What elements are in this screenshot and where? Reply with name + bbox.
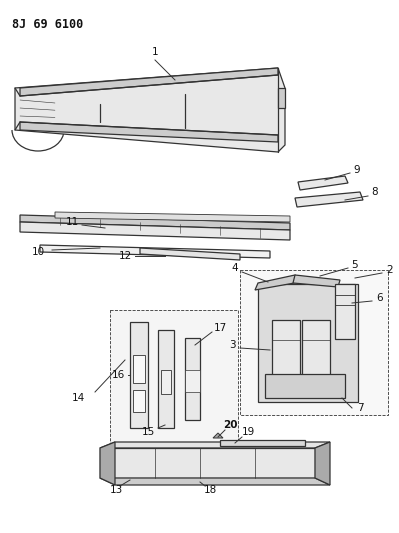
Text: 9: 9 xyxy=(354,165,360,175)
Polygon shape xyxy=(100,442,115,485)
Polygon shape xyxy=(295,192,363,207)
Text: 4: 4 xyxy=(232,263,238,273)
Polygon shape xyxy=(278,88,285,108)
Polygon shape xyxy=(40,245,270,258)
Polygon shape xyxy=(55,212,290,222)
Polygon shape xyxy=(293,275,340,287)
Text: 20: 20 xyxy=(223,420,237,430)
Circle shape xyxy=(159,321,167,329)
Text: 17: 17 xyxy=(213,323,227,333)
Text: 2: 2 xyxy=(387,265,393,275)
Polygon shape xyxy=(20,122,278,142)
Bar xyxy=(133,355,145,383)
Polygon shape xyxy=(100,478,330,485)
Bar xyxy=(161,370,171,394)
Bar xyxy=(185,370,200,392)
Text: 11: 11 xyxy=(65,217,79,227)
Polygon shape xyxy=(20,222,290,240)
Text: 10: 10 xyxy=(32,247,45,257)
Polygon shape xyxy=(20,215,290,230)
Polygon shape xyxy=(15,68,285,152)
Text: 12: 12 xyxy=(119,251,132,261)
Polygon shape xyxy=(315,442,330,485)
Bar xyxy=(265,374,345,398)
Circle shape xyxy=(151,321,159,329)
Text: 13: 13 xyxy=(109,485,122,495)
Text: 6: 6 xyxy=(377,293,383,303)
Polygon shape xyxy=(130,322,148,428)
Polygon shape xyxy=(255,275,300,290)
Text: 7: 7 xyxy=(357,403,363,413)
Circle shape xyxy=(304,348,328,372)
Bar xyxy=(272,320,300,375)
Polygon shape xyxy=(100,442,330,448)
Text: 8: 8 xyxy=(372,187,378,197)
Bar xyxy=(335,284,355,339)
Text: 3: 3 xyxy=(229,340,235,350)
Text: 14: 14 xyxy=(71,393,85,403)
Bar xyxy=(110,310,238,455)
Bar xyxy=(133,390,145,412)
Text: 1: 1 xyxy=(152,47,158,57)
Text: 5: 5 xyxy=(352,260,358,270)
Polygon shape xyxy=(158,330,174,428)
Polygon shape xyxy=(213,433,223,438)
Text: 19: 19 xyxy=(241,427,255,437)
Text: 16: 16 xyxy=(111,370,124,380)
Text: 15: 15 xyxy=(141,427,155,437)
Polygon shape xyxy=(20,68,278,96)
Polygon shape xyxy=(298,176,348,190)
Polygon shape xyxy=(100,448,315,478)
Polygon shape xyxy=(140,248,240,260)
Text: 18: 18 xyxy=(203,485,217,495)
Text: 8J 69 6100: 8J 69 6100 xyxy=(12,18,83,31)
Bar xyxy=(240,270,388,415)
Bar xyxy=(258,284,358,402)
Polygon shape xyxy=(185,338,200,420)
Polygon shape xyxy=(220,440,305,446)
Bar xyxy=(302,320,330,375)
